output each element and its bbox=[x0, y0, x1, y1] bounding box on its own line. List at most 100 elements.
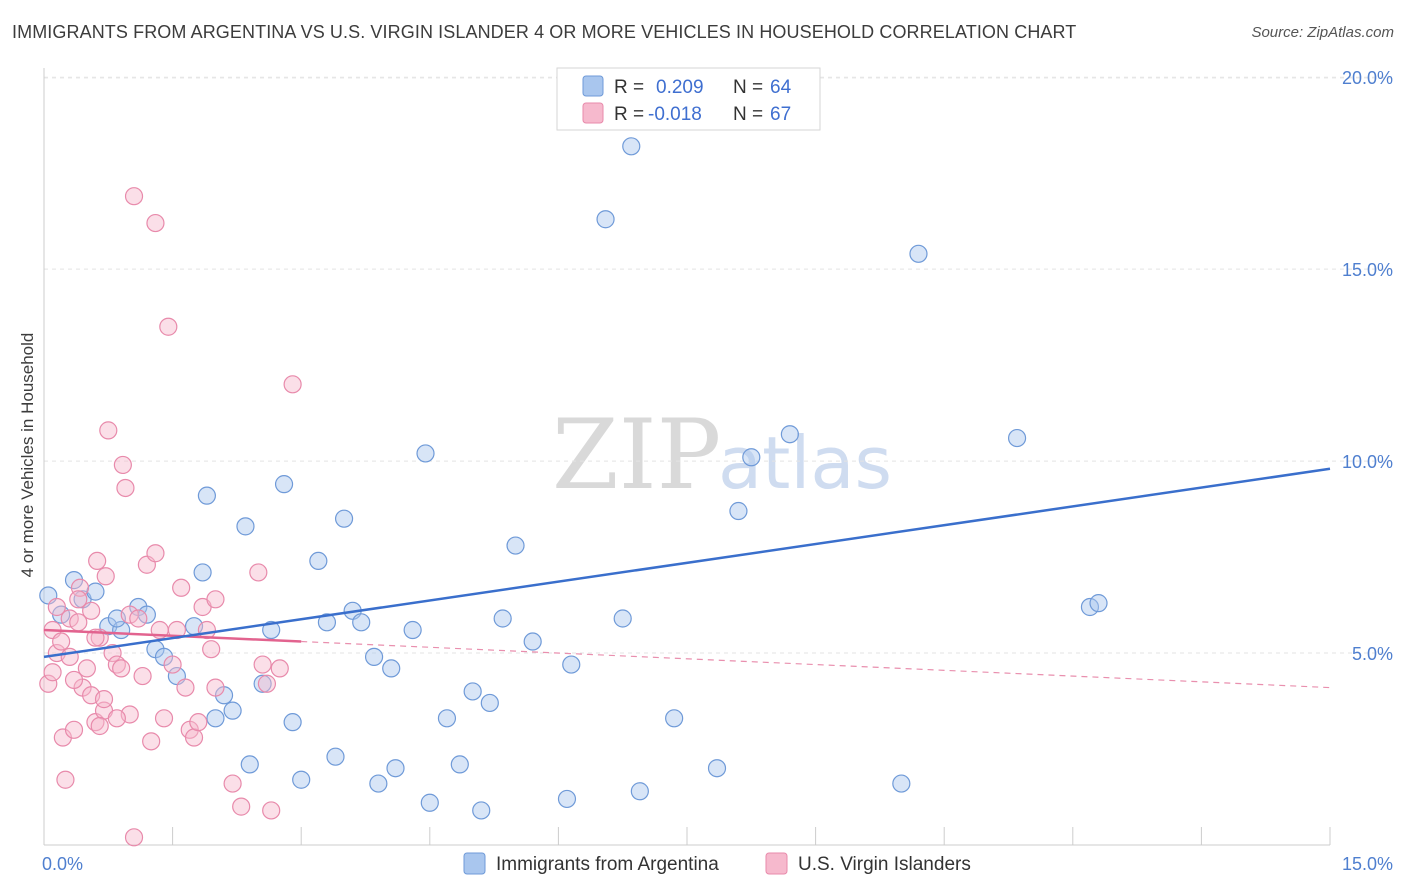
legend-r-value-virgin-islanders: -0.018 bbox=[648, 104, 702, 125]
virgin-islanders-point bbox=[189, 713, 208, 732]
virgin-islanders-point bbox=[70, 578, 90, 597]
bottom-legend-label-virgin-islanders: U.S. Virgin Islanders bbox=[798, 854, 971, 875]
argentina-point bbox=[463, 682, 482, 701]
virgin-islanders-point bbox=[77, 659, 96, 678]
series-legend: Immigrants from Argentina U.S. Virgin Is… bbox=[463, 852, 971, 875]
virgin-islanders-point bbox=[172, 578, 191, 597]
bottom-legend-swatch-virgin-islanders bbox=[765, 852, 788, 875]
legend-swatch-argentina bbox=[582, 75, 604, 97]
argentina-point bbox=[909, 244, 928, 263]
virgin-islanders-point bbox=[223, 774, 242, 793]
virgin-islanders-point bbox=[90, 716, 109, 736]
virgin-islanders-point bbox=[88, 551, 107, 571]
argentina-point bbox=[309, 551, 328, 571]
legend-r-label-argentina: R = bbox=[614, 77, 644, 98]
bottom-legend-swatch-argentina bbox=[463, 852, 486, 875]
argentina-point bbox=[707, 759, 727, 778]
virgin-islanders-point bbox=[257, 674, 277, 693]
virgin-islanders-point bbox=[206, 590, 225, 609]
series-virgin-islanders-points bbox=[39, 187, 302, 847]
virgin-islanders-point bbox=[270, 659, 289, 678]
argentina-point bbox=[493, 609, 512, 628]
virgin-islanders-point bbox=[94, 690, 114, 709]
virgin-islanders-point bbox=[232, 797, 251, 816]
virgin-islanders-trend-extension bbox=[301, 640, 1331, 689]
legend-n-label-virgin-islanders: N = bbox=[733, 104, 763, 125]
virgin-islanders-point bbox=[262, 801, 281, 820]
argentina-point bbox=[665, 709, 684, 728]
virgin-islanders-point bbox=[120, 605, 139, 624]
argentina-point bbox=[386, 759, 405, 778]
virgin-islanders-point bbox=[124, 187, 144, 206]
virgin-islanders-point bbox=[107, 709, 126, 728]
virgin-islanders-point bbox=[64, 670, 84, 690]
argentina-point bbox=[206, 709, 225, 728]
argentina-point bbox=[197, 486, 216, 505]
watermark-atlas: atlas bbox=[718, 421, 892, 505]
virgin-islanders-point bbox=[142, 732, 161, 751]
correlation-legend: R = 0.209 N = 64 R = -0.018 N = 67 bbox=[556, 67, 821, 131]
argentina-point bbox=[506, 536, 525, 555]
argentina-point bbox=[1080, 597, 1100, 617]
virgin-islanders-point bbox=[163, 655, 182, 674]
gridlines bbox=[44, 76, 1395, 654]
virgin-islanders-point bbox=[96, 567, 115, 586]
virgin-islanders-point bbox=[124, 828, 144, 847]
argentina-point bbox=[403, 620, 422, 640]
axes bbox=[43, 68, 1331, 846]
chart-title: IMMIGRANTS FROM ARGENTINA VS U.S. VIRGIN… bbox=[12, 22, 1077, 42]
legend-n-value-virgin-islanders: 67 bbox=[770, 104, 791, 125]
argentina-point bbox=[729, 501, 748, 521]
watermark-zip: ZIP bbox=[552, 399, 721, 511]
argentina-point bbox=[262, 620, 281, 640]
argentina-point bbox=[613, 609, 632, 628]
y-tick-label: 20.0% bbox=[1342, 68, 1393, 88]
legend-r-value-argentina: 0.209 bbox=[656, 77, 704, 98]
trend-lines bbox=[43, 467, 1331, 689]
virgin-islanders-point bbox=[56, 770, 75, 789]
argentina-point bbox=[334, 509, 354, 528]
argentina-point bbox=[326, 747, 345, 766]
legend-n-label-argentina: N = bbox=[733, 77, 763, 98]
argentina-point bbox=[352, 613, 371, 632]
virgin-islanders-point bbox=[184, 728, 204, 747]
virgin-islanders-point bbox=[99, 421, 118, 440]
virgin-islanders-point bbox=[103, 643, 122, 663]
y-tick-label: 5.0% bbox=[1352, 644, 1393, 664]
virgin-islanders-point bbox=[52, 632, 71, 651]
argentina-point bbox=[382, 659, 401, 678]
argentina-point bbox=[437, 709, 457, 728]
bottom-legend-label-argentina: Immigrants from Argentina bbox=[496, 854, 719, 875]
virgin-islanders-point bbox=[133, 666, 152, 686]
y-tick-labels: 5.0% 10.0% 15.0% 20.0% bbox=[1342, 68, 1393, 664]
x-tick-label-min: 0.0% bbox=[42, 854, 83, 874]
argentina-point bbox=[364, 647, 384, 666]
virgin-islanders-point bbox=[249, 563, 268, 582]
legend-r-label-virgin-islanders: R = bbox=[614, 104, 644, 125]
virgin-islanders-trend-line bbox=[43, 628, 302, 643]
y-tick-label: 10.0% bbox=[1342, 452, 1393, 472]
argentina-point bbox=[523, 632, 542, 651]
legend-n-value-argentina: 64 bbox=[770, 77, 792, 98]
virgin-islanders-point bbox=[116, 478, 135, 498]
virgin-islanders-point bbox=[64, 720, 84, 739]
argentina-point bbox=[622, 137, 641, 156]
virgin-islanders-point bbox=[146, 213, 165, 233]
argentina-point bbox=[1007, 428, 1027, 448]
argentina-point bbox=[450, 755, 469, 774]
argentina-point bbox=[236, 517, 255, 536]
virgin-islanders-point bbox=[43, 663, 62, 682]
virgin-islanders-point bbox=[60, 609, 79, 628]
argentina-point bbox=[1089, 594, 1108, 613]
argentina-point bbox=[253, 674, 272, 693]
watermark: ZIP atlas bbox=[552, 399, 892, 511]
argentina-point bbox=[283, 713, 302, 732]
virgin-islanders-point bbox=[82, 601, 101, 620]
argentina-point bbox=[562, 655, 581, 674]
argentina-point bbox=[557, 789, 577, 809]
virgin-islanders-point bbox=[129, 609, 148, 628]
virgin-islanders-point bbox=[60, 647, 79, 666]
argentina-point bbox=[780, 425, 799, 444]
virgin-islanders-point bbox=[69, 590, 88, 609]
